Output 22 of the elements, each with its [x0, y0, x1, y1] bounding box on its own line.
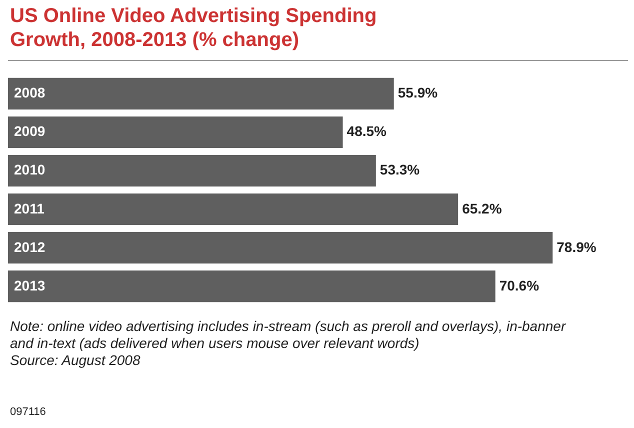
data-label: 55.9% [398, 84, 438, 101]
bar [8, 193, 458, 226]
data-label: 53.3% [380, 162, 420, 178]
y-tick-label: 2009 [14, 123, 46, 140]
data-label: 78.9% [556, 238, 597, 255]
source-note: Source: August 2008 [10, 352, 142, 369]
bar [8, 78, 394, 110]
y-tick-label: 2011 [14, 200, 45, 216]
y-tick-label: 2012 [14, 238, 46, 255]
text: 097116 [10, 406, 46, 418]
bar [8, 154, 376, 187]
bar [8, 116, 343, 148]
bar [8, 270, 496, 302]
data-label: 65.2% [462, 200, 502, 216]
data-label: 48.5% [346, 123, 388, 140]
chart-title: US Online Video Advertising Spending Growth, 2008-2013 (% change) [10, 4, 378, 52]
y-tick-label: 2010 [14, 162, 46, 178]
y-tick-label: 2008 [14, 84, 46, 101]
text: Note: online video advertising includes in-stream (such as preroll and overlays), in-banner and in-text (ads delivered when users mouse over relevant words) [10, 318, 567, 352]
data-label: 70.6% [499, 277, 540, 294]
bar [8, 232, 553, 264]
y-tick-label: 2013 [14, 277, 46, 294]
